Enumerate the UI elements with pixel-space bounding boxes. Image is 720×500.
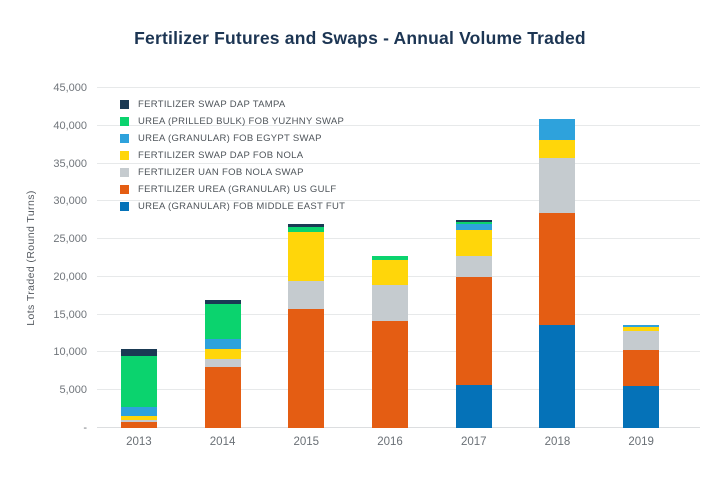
bar-segment xyxy=(372,259,409,286)
legend-swatch-icon xyxy=(120,151,129,160)
bar-segment xyxy=(288,224,325,228)
bar-segment xyxy=(539,140,576,159)
bar-segment xyxy=(204,338,241,349)
plot-area: - 5,000 10,000 15,000 20,000 25,000 30,000 35,0… xyxy=(53,82,700,448)
bar-segment xyxy=(288,227,325,232)
bar-segment xyxy=(539,325,576,428)
y-tick-label: 25,000 xyxy=(53,233,87,246)
legend-label: UREA (GRANULAR) FOB MIDDLE EAST FUT xyxy=(138,201,346,212)
bar-group-2013: 2013 xyxy=(97,88,181,448)
bar-group-2017: 2017 xyxy=(432,88,516,448)
bar-segment xyxy=(455,221,492,224)
bar-segment xyxy=(288,308,325,428)
y-tick-label: 30,000 xyxy=(53,195,87,208)
legend-item: UREA (GRANULAR) FOB EGYPT SWAP xyxy=(120,130,345,147)
legend-item: UREA (PRILLED BULK) FOB YUZHNY SWAP xyxy=(120,113,345,130)
y-tick-label: 35,000 xyxy=(53,157,87,170)
bar-segment xyxy=(539,119,576,141)
bar-segment xyxy=(455,219,492,222)
legend-swatch-icon xyxy=(120,117,129,126)
bar-segment xyxy=(623,324,660,327)
bar-group-2016: 2016 xyxy=(348,88,432,448)
bar-segment xyxy=(120,349,157,356)
bar-segment xyxy=(372,320,409,428)
x-tick-label: 2016 xyxy=(377,436,403,448)
legend-label: FERTILIZER SWAP DAP FOB NOLA xyxy=(138,150,304,161)
bar-group-2014: 2014 xyxy=(181,88,265,448)
bar-segment xyxy=(288,281,325,309)
bar-segment xyxy=(623,331,660,351)
gridline: 35,000 xyxy=(53,158,700,170)
bar-segment xyxy=(204,304,241,339)
bar-segment xyxy=(120,406,157,417)
bar-group-2019: 2019 xyxy=(599,88,683,448)
bar-segment xyxy=(204,366,241,428)
legend-swatch-icon xyxy=(120,168,129,177)
legend-item: FERTILIZER UREA (GRANULAR) US GULF xyxy=(120,181,345,198)
x-tick-label: 2018 xyxy=(544,436,571,448)
y-axis-title: Lots Traded (Round Turns) xyxy=(25,190,37,326)
y-tick-label: 15,000 xyxy=(53,308,87,321)
bar-segment xyxy=(539,213,576,326)
bar-segment xyxy=(455,276,492,385)
bars: 2013 2014 2015 2016 2017 2018 2019 xyxy=(97,88,683,448)
legend: FERTILIZER SWAP DAP TAMPA UREA (PRILLED B… xyxy=(120,96,345,215)
bar-segment xyxy=(455,255,492,277)
bar-segment xyxy=(120,419,157,422)
bar-segment xyxy=(623,385,660,428)
bar-group-2018: 2018 xyxy=(516,88,600,448)
bar-segment xyxy=(204,300,241,305)
gridline: 25,000 xyxy=(53,233,700,245)
x-tick-label: 2019 xyxy=(628,436,654,448)
legend-swatch-icon xyxy=(120,134,129,143)
bar-segment xyxy=(204,348,241,359)
x-tick-label: 2017 xyxy=(460,436,487,448)
gridline: 40,000 xyxy=(53,120,700,132)
legend-label: UREA (GRANULAR) FOB EGYPT SWAP xyxy=(138,133,322,144)
legend-label: FERTILIZER UREA (GRANULAR) US GULF xyxy=(138,184,337,195)
y-tick-label: - xyxy=(83,422,87,434)
y-tick-label: 45,000 xyxy=(53,82,87,94)
bar-segment xyxy=(623,326,660,332)
x-tick-label: 2015 xyxy=(293,436,320,448)
legend-item: UREA (GRANULAR) FOB MIDDLE EAST FUT xyxy=(120,198,345,215)
x-tick-label: 2013 xyxy=(126,436,152,448)
gridline: 30,000 xyxy=(53,195,700,207)
bar-segment xyxy=(623,350,660,386)
legend-item: FERTILIZER SWAP DAP TAMPA xyxy=(120,96,345,113)
bar-segment xyxy=(120,355,157,407)
gridline: 45,000 xyxy=(53,82,700,94)
legend-swatch-icon xyxy=(120,185,129,194)
bar-segment xyxy=(120,416,157,420)
bar-segment xyxy=(455,230,492,256)
bar-segment xyxy=(372,285,409,321)
bar-segment xyxy=(455,223,492,231)
legend-label: FERTILIZER SWAP DAP TAMPA xyxy=(138,99,286,110)
legend-swatch-icon xyxy=(120,202,129,211)
bar-group-2015: 2015 xyxy=(264,88,348,448)
x-tick-label: 2014 xyxy=(209,436,236,448)
chart-title: Fertilizer Futures and Swaps - Annual Vo… xyxy=(134,28,586,48)
y-tick-label: 20,000 xyxy=(53,270,87,283)
bar-segment xyxy=(288,231,325,282)
legend-swatch-icon xyxy=(120,100,129,109)
y-tick-label: 10,000 xyxy=(53,346,87,359)
legend-label: FERTILIZER UAN FOB NOLA SWAP xyxy=(138,167,304,178)
y-tick-label: 40,000 xyxy=(53,119,87,132)
legend-label: UREA (PRILLED BULK) FOB YUZHNY SWAP xyxy=(138,116,345,127)
y-tick-label: 5,000 xyxy=(59,384,87,397)
bar-segment xyxy=(372,256,409,260)
legend-item: FERTILIZER SWAP DAP FOB NOLA xyxy=(120,147,345,164)
bar-segment xyxy=(204,358,241,367)
legend-item: FERTILIZER UAN FOB NOLA SWAP xyxy=(120,164,345,181)
bar-segment xyxy=(455,384,492,428)
bar-segment xyxy=(120,421,157,428)
bar-segment xyxy=(539,158,576,214)
